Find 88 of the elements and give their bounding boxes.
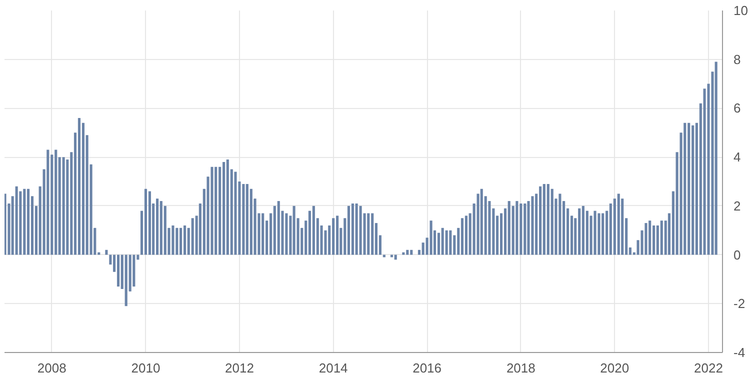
bar xyxy=(539,186,542,255)
bar xyxy=(394,254,397,260)
bar xyxy=(449,230,452,255)
bar xyxy=(262,213,264,255)
bar xyxy=(355,203,358,255)
x-tick-label: 2016 xyxy=(412,360,442,375)
bar xyxy=(210,166,214,255)
bar xyxy=(602,213,604,255)
bar xyxy=(648,220,652,255)
bar xyxy=(191,218,194,255)
y-tick-label: -4 xyxy=(734,345,746,360)
y-tick-label: 8 xyxy=(734,52,741,67)
y-tick-label: -2 xyxy=(734,296,746,312)
bar xyxy=(558,194,562,255)
bar xyxy=(371,213,374,255)
bar xyxy=(542,184,546,255)
bar xyxy=(180,228,182,255)
y-tick-label: 2 xyxy=(734,198,741,214)
bar xyxy=(160,201,162,255)
bar xyxy=(351,203,354,255)
bar xyxy=(531,196,534,255)
bar xyxy=(183,225,186,255)
bar xyxy=(578,208,581,255)
bar xyxy=(464,216,468,255)
bar xyxy=(582,206,584,255)
x-tick-label: 2014 xyxy=(318,360,348,375)
bar xyxy=(226,160,229,255)
bar xyxy=(285,213,288,255)
bar xyxy=(430,220,432,255)
bar xyxy=(148,191,151,255)
bar xyxy=(445,230,448,255)
bar xyxy=(312,206,315,255)
bar xyxy=(402,252,405,255)
bar xyxy=(367,213,370,255)
bar xyxy=(242,184,245,255)
bar xyxy=(332,218,335,255)
bar xyxy=(520,203,522,255)
bar xyxy=(460,218,464,255)
x-tick-label: 2018 xyxy=(506,360,536,375)
bar xyxy=(480,188,483,255)
bar xyxy=(23,188,26,255)
bar xyxy=(78,118,81,255)
bar xyxy=(116,254,120,287)
x-tick-label: 2022 xyxy=(694,360,723,375)
bar xyxy=(644,223,648,255)
y-tick-label: 6 xyxy=(734,100,741,116)
bar xyxy=(692,125,694,255)
bar xyxy=(347,206,350,255)
bar xyxy=(144,188,148,255)
bar xyxy=(617,194,620,255)
bar xyxy=(246,184,248,255)
y-tick-label: 0 xyxy=(734,247,741,262)
bar xyxy=(124,254,128,306)
bar xyxy=(234,172,237,255)
bar xyxy=(546,184,550,255)
bar xyxy=(684,122,686,255)
bar xyxy=(15,186,18,255)
bar xyxy=(336,216,339,255)
bar xyxy=(277,201,280,255)
bar xyxy=(62,157,65,255)
bar xyxy=(46,150,50,255)
bar xyxy=(406,250,409,255)
bar xyxy=(214,166,218,255)
bar xyxy=(594,210,596,255)
y-tick-label: 4 xyxy=(734,150,741,165)
x-tick-label: 2020 xyxy=(600,360,630,375)
bar xyxy=(26,188,30,255)
x-tick-label: 2008 xyxy=(37,360,66,375)
bar xyxy=(524,203,526,255)
bar xyxy=(410,250,413,255)
bar xyxy=(54,150,58,255)
bar xyxy=(359,206,362,255)
bar xyxy=(105,250,108,255)
bar xyxy=(714,62,718,255)
y-tick-label: 10 xyxy=(734,3,748,18)
bar xyxy=(222,162,226,255)
bar xyxy=(688,122,690,255)
x-tick-label: 2010 xyxy=(131,360,160,375)
bar xyxy=(176,228,178,255)
bar xyxy=(660,220,663,255)
x-tick-label: 2012 xyxy=(225,360,254,375)
bar xyxy=(172,225,174,255)
bar xyxy=(441,228,444,255)
bar xyxy=(598,213,600,255)
bar xyxy=(292,206,296,255)
bar xyxy=(156,198,159,255)
bar xyxy=(508,201,510,255)
bar xyxy=(516,201,518,255)
